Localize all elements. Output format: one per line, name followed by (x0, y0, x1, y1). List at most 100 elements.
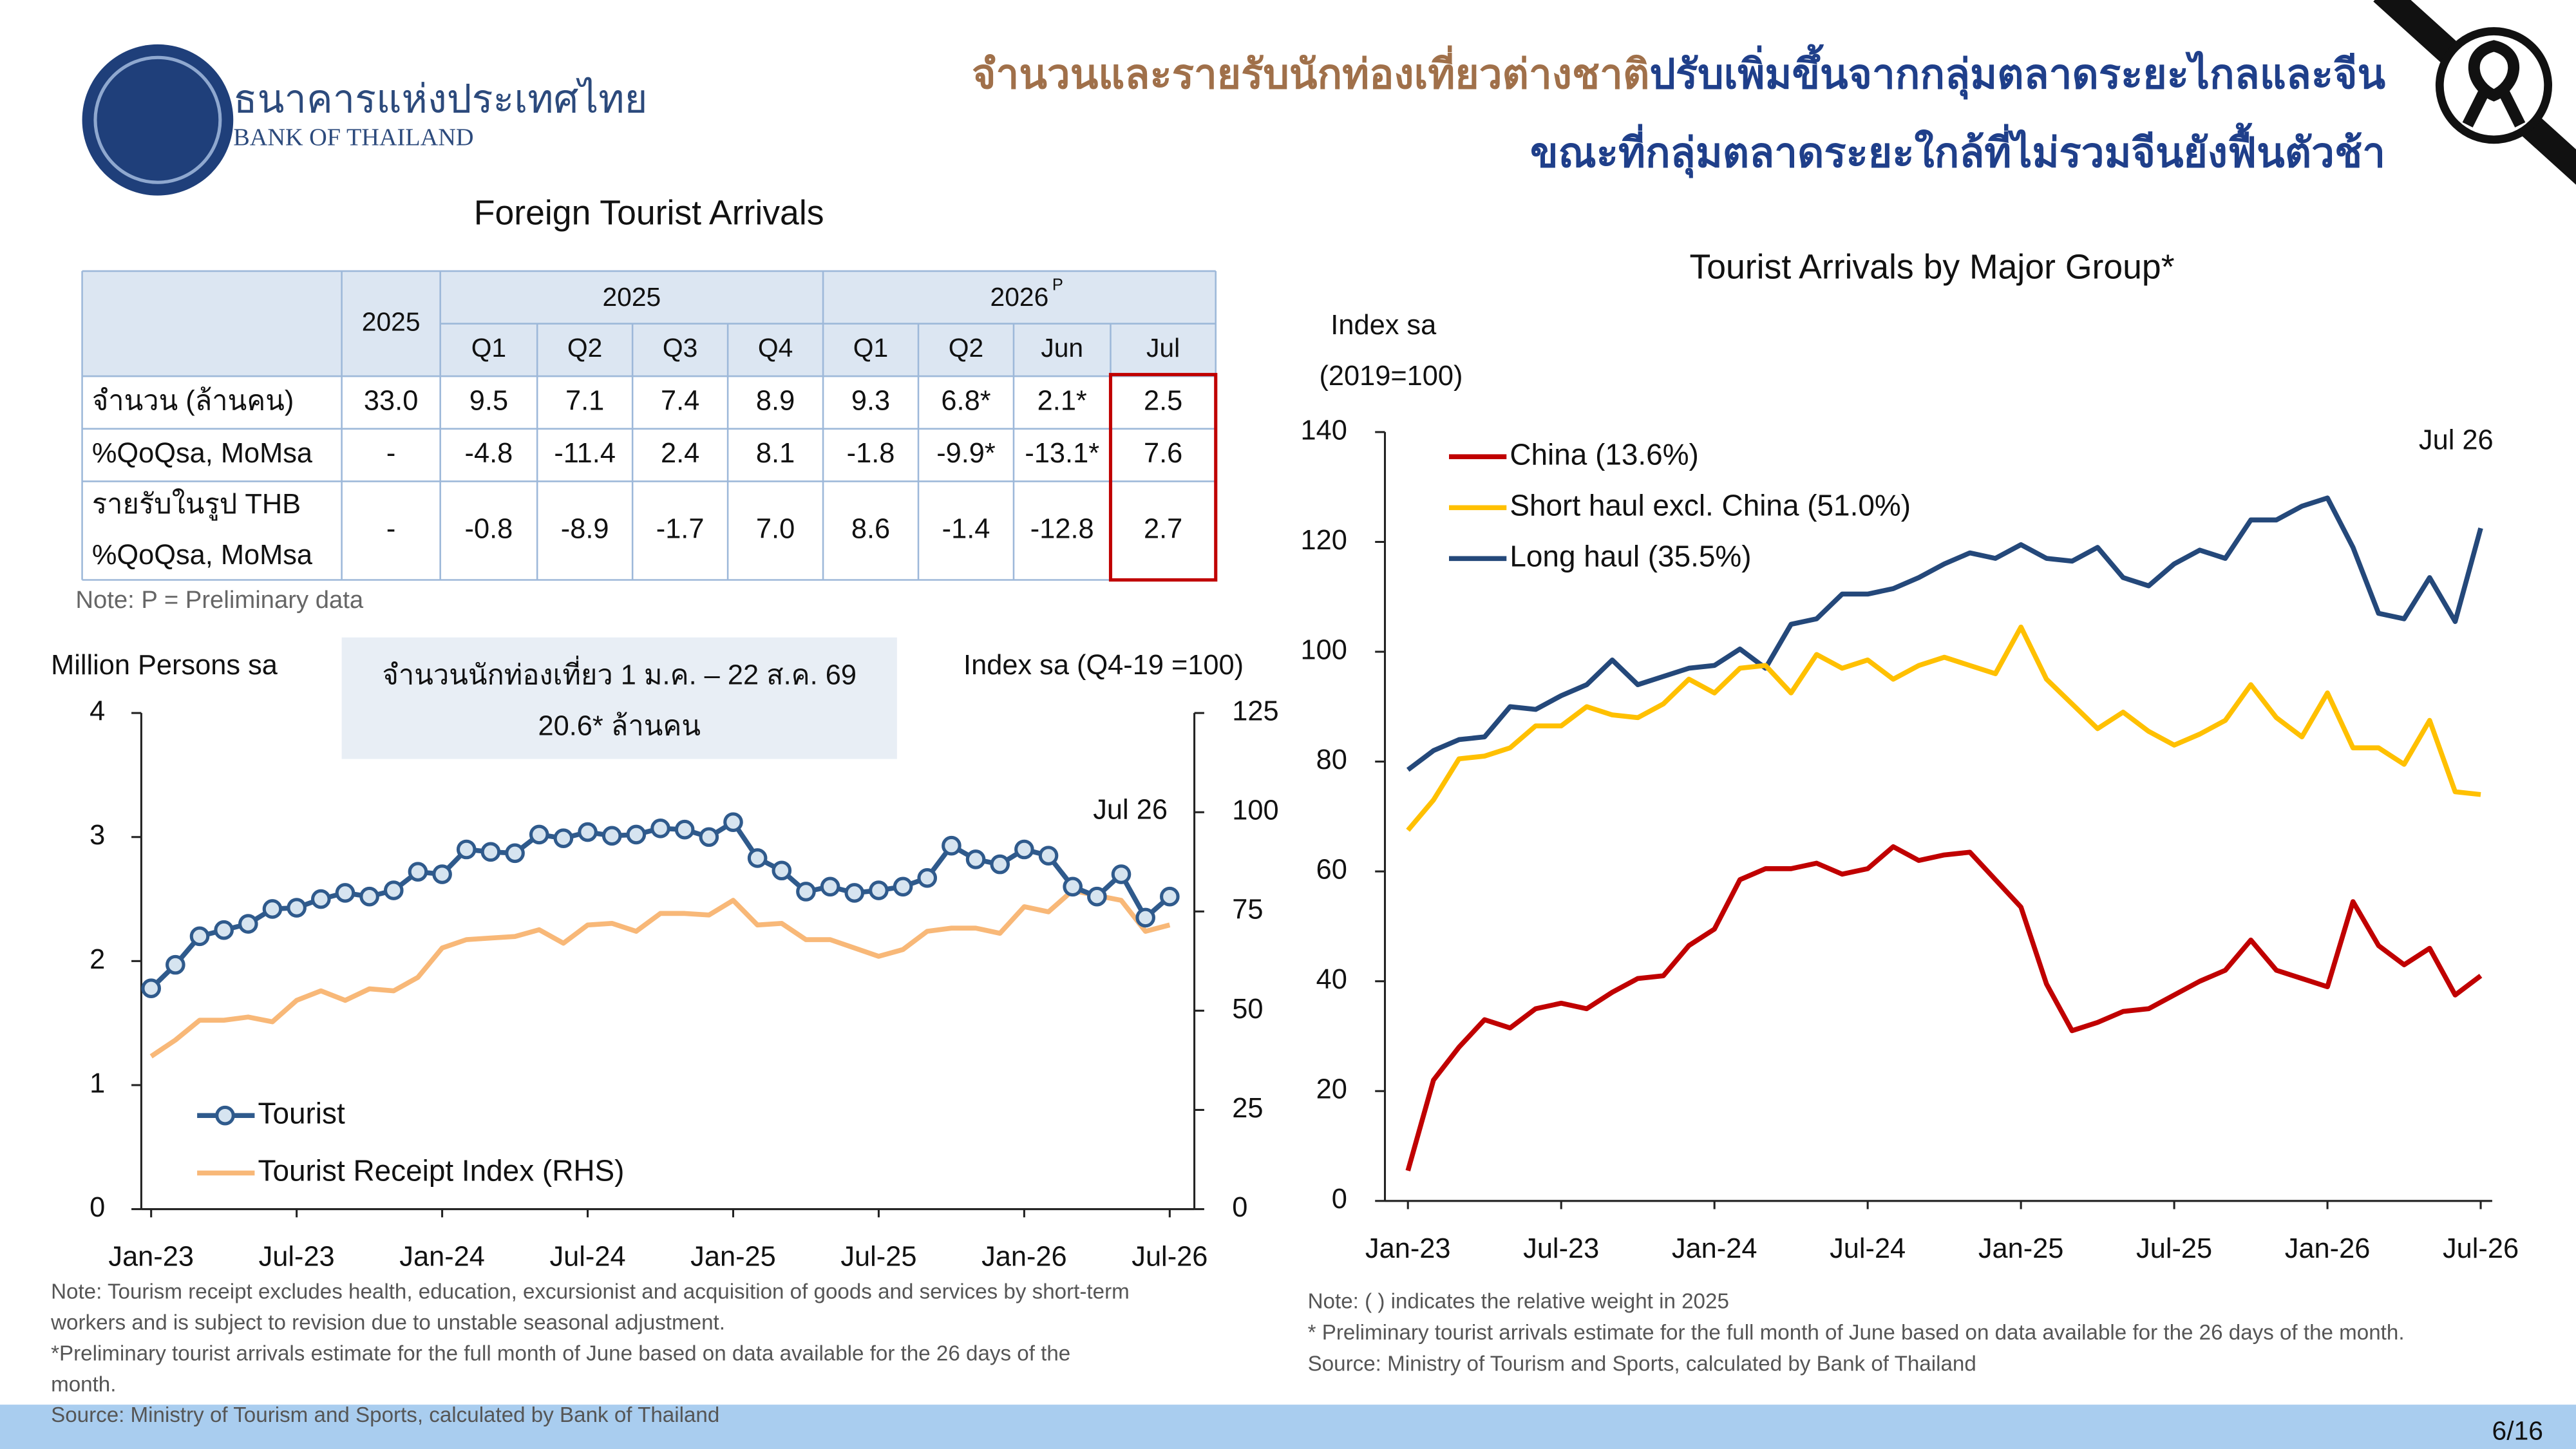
note: *Preliminary tourist arrivals estimate f… (51, 1341, 1070, 1365)
table-cell: -1.8 (847, 438, 895, 469)
title-part: จำนวนและรายรับนักท่องเที่ยวต่างชาติ (972, 45, 1649, 97)
note: Note: Tourism receipt excludes health, e… (51, 1280, 1130, 1303)
table-cell: -1.4 (942, 513, 990, 544)
y-tick-label: 3 (90, 820, 105, 851)
table-cell: -8.9 (561, 513, 609, 544)
y-axis-label: Index sa (1331, 310, 1437, 341)
marker (917, 867, 938, 888)
marker (335, 883, 355, 903)
legend-marker (215, 1105, 235, 1126)
marker (1160, 886, 1180, 907)
note: Note: ( ) indicates the relative weight … (1308, 1290, 1729, 1314)
x-tick-label: Jan-25 (1978, 1233, 2064, 1264)
x-tick-label: Jul-26 (2443, 1233, 2519, 1264)
marker (432, 864, 452, 884)
marker (1063, 876, 1083, 897)
table-cell: -0.8 (465, 513, 513, 544)
y2-tick-label: 100 (1232, 795, 1278, 826)
marker (942, 835, 961, 856)
marker (1038, 846, 1059, 866)
legend-label: China (13.6%) (1510, 437, 1698, 471)
table-cell: 9.3 (851, 385, 890, 416)
bank-name-en: BANK OF THAILAND (233, 124, 473, 151)
annotation: Jul 26 (2419, 425, 2494, 456)
table-cell: 2.4 (661, 438, 699, 469)
table-cell: 7.4 (661, 385, 699, 416)
table-cell: 8.6 (851, 513, 890, 544)
marker (869, 880, 889, 900)
y-axis-label: Million Persons sa (51, 650, 278, 681)
table-cell: -1.7 (656, 513, 705, 544)
row-label: จำนวน (ล้านคน) (92, 385, 294, 416)
page-number: 6/16 (2492, 1416, 2543, 1445)
table-sup: P (1052, 276, 1063, 294)
highlight-box (1108, 373, 1218, 582)
series-line (1405, 844, 2483, 1171)
table-cell: -4.8 (465, 438, 513, 469)
marker (796, 882, 816, 902)
marker (1087, 886, 1107, 907)
table-cell: -12.8 (1030, 513, 1094, 544)
title-part: ปรับเพิ่มขึ้นจากกลุ่มตลาดระยะไกลและจีน (1649, 44, 2385, 100)
y2-tick-label: 0 (1232, 1192, 1247, 1223)
row-label: รายรับในรูป THB (92, 488, 301, 521)
marker (505, 843, 525, 864)
marker (238, 914, 258, 934)
table-col: Q2 (567, 333, 602, 363)
marker (359, 886, 379, 907)
y-axis-label: (2019=100) (1319, 361, 1463, 392)
legend-label: Tourist Receipt Index (RHS) (258, 1154, 625, 1188)
x-tick-label: Jul-25 (2136, 1233, 2212, 1264)
table-cell: 8.9 (756, 385, 795, 416)
table-col: Q4 (758, 333, 793, 363)
bank-name: ธนาคารแห่งประเทศไทย (233, 76, 647, 120)
marker (1135, 907, 1155, 928)
x-tick-label: Jan-23 (1365, 1233, 1451, 1264)
y2-tick-label: 25 (1232, 1093, 1263, 1124)
y-tick-label: 20 (1316, 1074, 1347, 1105)
table-col: Jul (1146, 333, 1180, 363)
y-tick-label: 1 (90, 1068, 105, 1099)
marker (990, 854, 1010, 875)
marker (529, 824, 549, 845)
marker (699, 827, 719, 848)
marker (141, 978, 161, 999)
slide-title-line: ขณะที่กลุ่มตลาดระยะใกล้ที่ไม่รวมจีนยังฟื… (1530, 122, 2385, 178)
x-tick-label: Jan-26 (2285, 1233, 2371, 1264)
marker (166, 954, 185, 975)
marker (578, 822, 598, 842)
table-cell: 2.7 (1144, 513, 1182, 544)
table-col: Q3 (663, 333, 697, 363)
y-tick-label: 0 (90, 1192, 105, 1223)
x-tick-label: Jul-25 (840, 1242, 916, 1273)
marker (626, 824, 647, 845)
ribbon-badge (2435, 27, 2553, 144)
marker (480, 842, 501, 862)
marker (747, 848, 768, 868)
y-tick-label: 100 (1300, 634, 1347, 665)
table-col: Q1 (853, 333, 888, 363)
y-tick-label: 80 (1316, 744, 1347, 775)
marker (553, 828, 574, 848)
table-cell: 7.6 (1144, 438, 1182, 469)
y-tick-label: 60 (1316, 855, 1347, 886)
y-tick-label: 4 (90, 696, 105, 727)
marker (844, 883, 865, 903)
marker (893, 876, 913, 897)
notes: Note: Tourism receipt excludes health, e… (50, 1280, 2404, 1427)
table-cell: -13.1* (1025, 438, 1099, 469)
marker (383, 880, 404, 900)
marker (456, 839, 477, 860)
note: * Preliminary tourist arrivals estimate … (1308, 1321, 2405, 1345)
marker (650, 818, 670, 838)
chart-title: Tourist Arrivals by Major Group* (1689, 249, 2174, 287)
table-title: Foreign Tourist Arrivals (474, 194, 824, 232)
y2-tick-label: 50 (1232, 994, 1263, 1025)
marker (310, 889, 331, 909)
table-group: 2025 (602, 282, 661, 312)
marker (262, 899, 283, 919)
marker (674, 819, 695, 840)
x-tick-label: Jan-23 (108, 1242, 194, 1273)
table-cell: 8.1 (756, 438, 795, 469)
